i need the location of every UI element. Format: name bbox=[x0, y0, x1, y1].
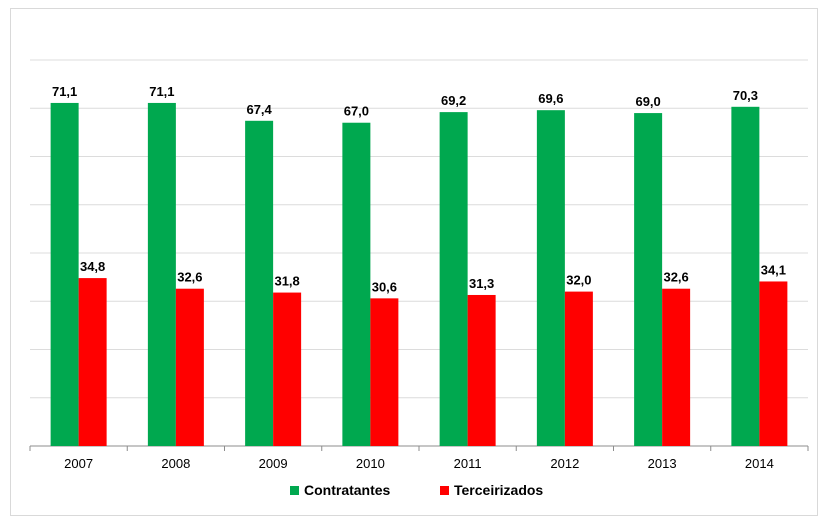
data-label-contratantes-2008: 71,1 bbox=[149, 84, 174, 99]
data-label-contratantes-2007: 71,1 bbox=[52, 84, 77, 99]
x-tick-label-2010: 2010 bbox=[356, 456, 385, 471]
data-label-terceirizados-2011: 31,3 bbox=[469, 276, 494, 291]
bar-terceirizados-2013 bbox=[662, 288, 691, 446]
bar-terceirizados-2010 bbox=[370, 298, 399, 446]
x-tick-label-2012: 2012 bbox=[550, 456, 579, 471]
x-tick-label-2009: 2009 bbox=[259, 456, 288, 471]
data-label-terceirizados-2013: 32,6 bbox=[663, 270, 688, 285]
data-label-contratantes-2014: 70,3 bbox=[733, 88, 758, 103]
data-label-terceirizados-2014: 34,1 bbox=[761, 262, 786, 277]
legend-swatch-terceirizados bbox=[440, 486, 449, 495]
bar-contratantes-2007 bbox=[50, 102, 79, 446]
legend-label-terceirizados: Terceirizados bbox=[454, 482, 543, 498]
bar-terceirizados-2014 bbox=[759, 281, 788, 446]
x-tick-label-2013: 2013 bbox=[648, 456, 677, 471]
data-label-contratantes-2011: 69,2 bbox=[441, 93, 466, 108]
bar-contratantes-2010 bbox=[342, 122, 371, 446]
bar-terceirizados-2009 bbox=[273, 292, 302, 446]
data-label-contratantes-2010: 67,0 bbox=[344, 104, 369, 119]
bar-contratantes-2009 bbox=[245, 120, 274, 447]
bar-terceirizados-2008 bbox=[175, 288, 204, 446]
data-label-contratantes-2012: 69,6 bbox=[538, 91, 563, 106]
bar-contratantes-2013 bbox=[634, 113, 663, 446]
x-tick-label-2008: 2008 bbox=[161, 456, 190, 471]
data-label-contratantes-2013: 69,0 bbox=[635, 94, 660, 109]
data-label-contratantes-2009: 67,4 bbox=[246, 102, 272, 117]
bar-contratantes-2014 bbox=[731, 106, 760, 447]
bar-contratantes-2011 bbox=[439, 112, 468, 447]
x-tick-label-2007: 2007 bbox=[64, 456, 93, 471]
bar-contratantes-2012 bbox=[536, 110, 565, 447]
data-label-terceirizados-2009: 31,8 bbox=[274, 274, 299, 289]
bar-terceirizados-2012 bbox=[564, 291, 593, 446]
bar-contratantes-2008 bbox=[147, 102, 176, 446]
x-tick-label-2014: 2014 bbox=[745, 456, 774, 471]
bar-terceirizados-2007 bbox=[78, 278, 107, 446]
data-label-terceirizados-2012: 32,0 bbox=[566, 273, 591, 288]
bar-terceirizados-2011 bbox=[467, 294, 496, 446]
data-label-terceirizados-2010: 30,6 bbox=[372, 279, 397, 294]
data-label-terceirizados-2007: 34,8 bbox=[80, 259, 105, 274]
legend-label-contratantes: Contratantes bbox=[304, 482, 391, 498]
x-tick-label-2011: 2011 bbox=[454, 456, 482, 471]
data-label-terceirizados-2008: 32,6 bbox=[177, 270, 202, 285]
legend-swatch-contratantes bbox=[290, 486, 299, 495]
